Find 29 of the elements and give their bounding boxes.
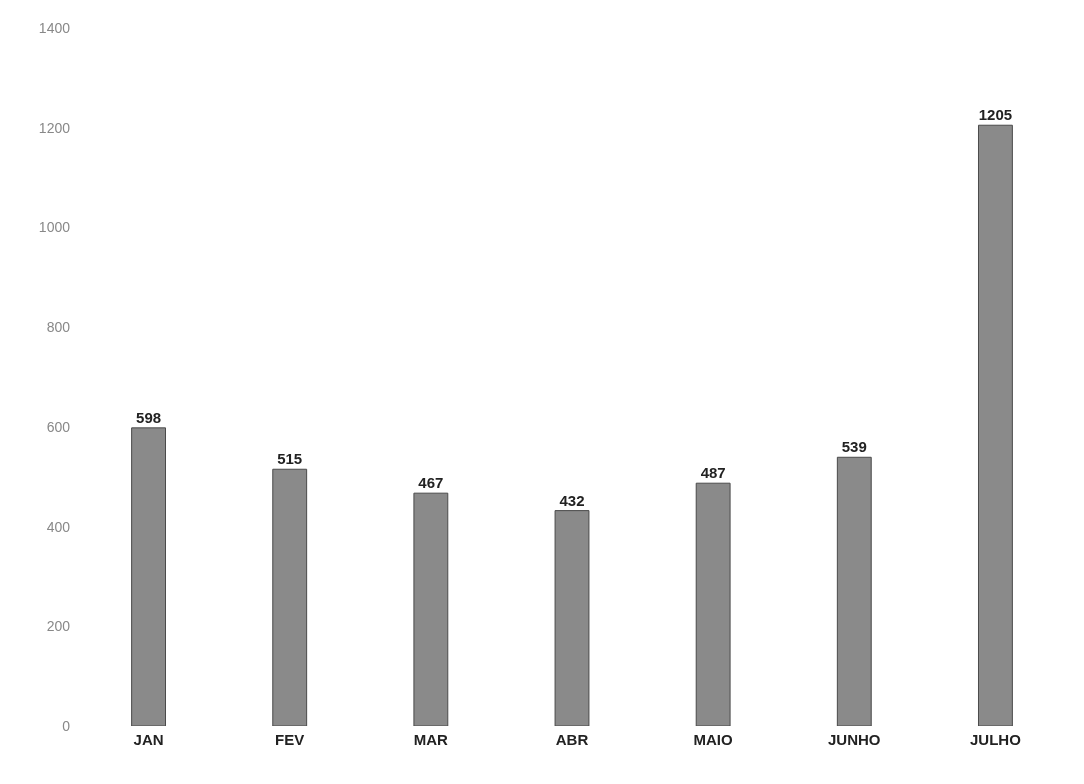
- x-tick-label: MAR: [413, 730, 449, 748]
- data-label: 539: [841, 438, 867, 456]
- x-tick-label: JUNHO: [828, 730, 881, 748]
- y-tick-label: 600: [46, 418, 71, 435]
- data-label: 598: [136, 408, 162, 426]
- data-label: 515: [277, 450, 303, 468]
- y-tick-label: 1400: [38, 19, 71, 36]
- y-tick-label: 0: [62, 717, 71, 734]
- data-label: 1205: [978, 106, 1013, 124]
- y-tick-label: 1000: [38, 219, 71, 236]
- x-tick-label: FEV: [275, 730, 305, 748]
- x-tick-label: MAIO: [693, 730, 734, 748]
- x-tick-label: JAN: [133, 730, 164, 748]
- bar: [272, 468, 308, 726]
- bar: [977, 124, 1013, 726]
- data-label: 487: [700, 464, 726, 482]
- bar: [695, 482, 731, 726]
- bar: [554, 510, 590, 726]
- y-tick-label: 200: [46, 618, 71, 635]
- bar: [131, 427, 167, 726]
- x-tick-label: ABR: [555, 730, 589, 748]
- data-label: 432: [559, 491, 585, 509]
- y-tick-label: 400: [46, 518, 71, 535]
- y-tick-label: 800: [46, 319, 71, 336]
- y-tick-label: 1200: [38, 119, 71, 136]
- data-label: 467: [418, 474, 444, 492]
- bar: [836, 456, 872, 726]
- bar: [413, 492, 449, 726]
- x-tick-label: JULHO: [970, 730, 1022, 748]
